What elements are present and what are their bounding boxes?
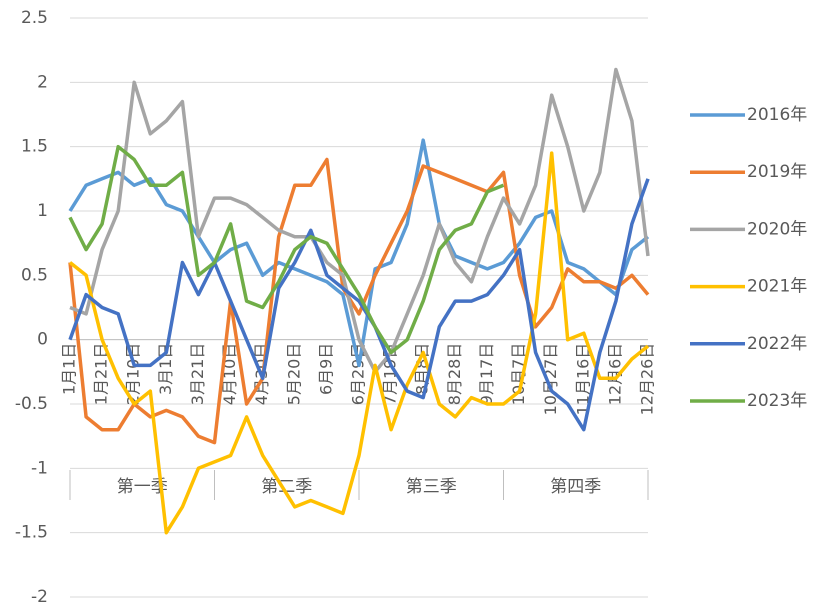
x-tick-label: 10月7日	[509, 343, 528, 406]
group-label: 第一季	[117, 477, 168, 497]
series-line	[68, 151, 650, 535]
series-line	[68, 144, 505, 355]
legend-label: 2021年	[747, 277, 807, 297]
legend-label: 2023年	[747, 391, 807, 411]
series-line	[68, 178, 650, 432]
y-tick-label: -0.5	[15, 394, 48, 414]
y-tick-label: 2	[37, 72, 48, 92]
x-tick-label: 1月21日	[92, 343, 111, 406]
group-label: 第二季	[261, 477, 312, 497]
x-tick-label: 6月9日	[316, 343, 335, 395]
group-label: 第四季	[550, 477, 601, 497]
x-tick-label: 12月26日	[638, 343, 657, 416]
x-tick-label: 2月10日	[124, 343, 143, 406]
y-tick-label: 0.5	[21, 265, 48, 285]
x-tick-label: 10月27日	[541, 343, 560, 416]
legend-label: 2020年	[747, 219, 807, 239]
x-tick-label: 11月16日	[573, 343, 592, 416]
y-tick-label: -1.5	[15, 523, 48, 543]
legend-label: 2016年	[747, 105, 807, 125]
y-tick-label: -1	[31, 458, 48, 478]
x-tick-label: 1月1日	[60, 343, 79, 395]
series-line	[69, 67, 650, 374]
x-tick-label: 8月28日	[445, 343, 464, 406]
y-tick-label: 1.5	[21, 137, 48, 157]
group-label: 第三季	[406, 477, 457, 497]
series-line	[68, 138, 650, 368]
y-tick-label: 1	[37, 201, 48, 221]
x-tick-label: 3月21日	[188, 343, 207, 406]
x-tick-label: 9月17日	[477, 343, 496, 406]
legend-label: 2022年	[747, 334, 807, 354]
y-tick-label: 0	[37, 330, 48, 350]
legend-label: 2019年	[747, 162, 807, 182]
x-tick-label: 6月29日	[349, 343, 368, 406]
y-tick-label: -2	[31, 587, 48, 606]
y-tick-label: 2.5	[21, 8, 48, 28]
x-tick-label: 5月20日	[284, 343, 303, 406]
series-line	[68, 157, 650, 445]
x-tick-label: 12月6日	[605, 343, 624, 406]
